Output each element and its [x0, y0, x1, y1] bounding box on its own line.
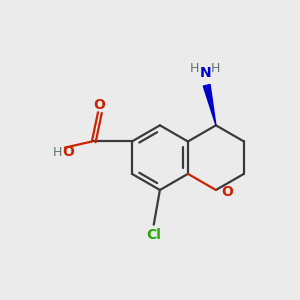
Text: H: H	[211, 62, 220, 75]
Text: O: O	[62, 145, 74, 159]
Text: N: N	[199, 66, 211, 80]
Polygon shape	[203, 85, 216, 125]
Text: O: O	[221, 184, 232, 199]
Text: H: H	[52, 146, 62, 159]
Text: H: H	[190, 62, 199, 75]
Text: O: O	[94, 98, 106, 112]
Text: Cl: Cl	[146, 228, 161, 242]
